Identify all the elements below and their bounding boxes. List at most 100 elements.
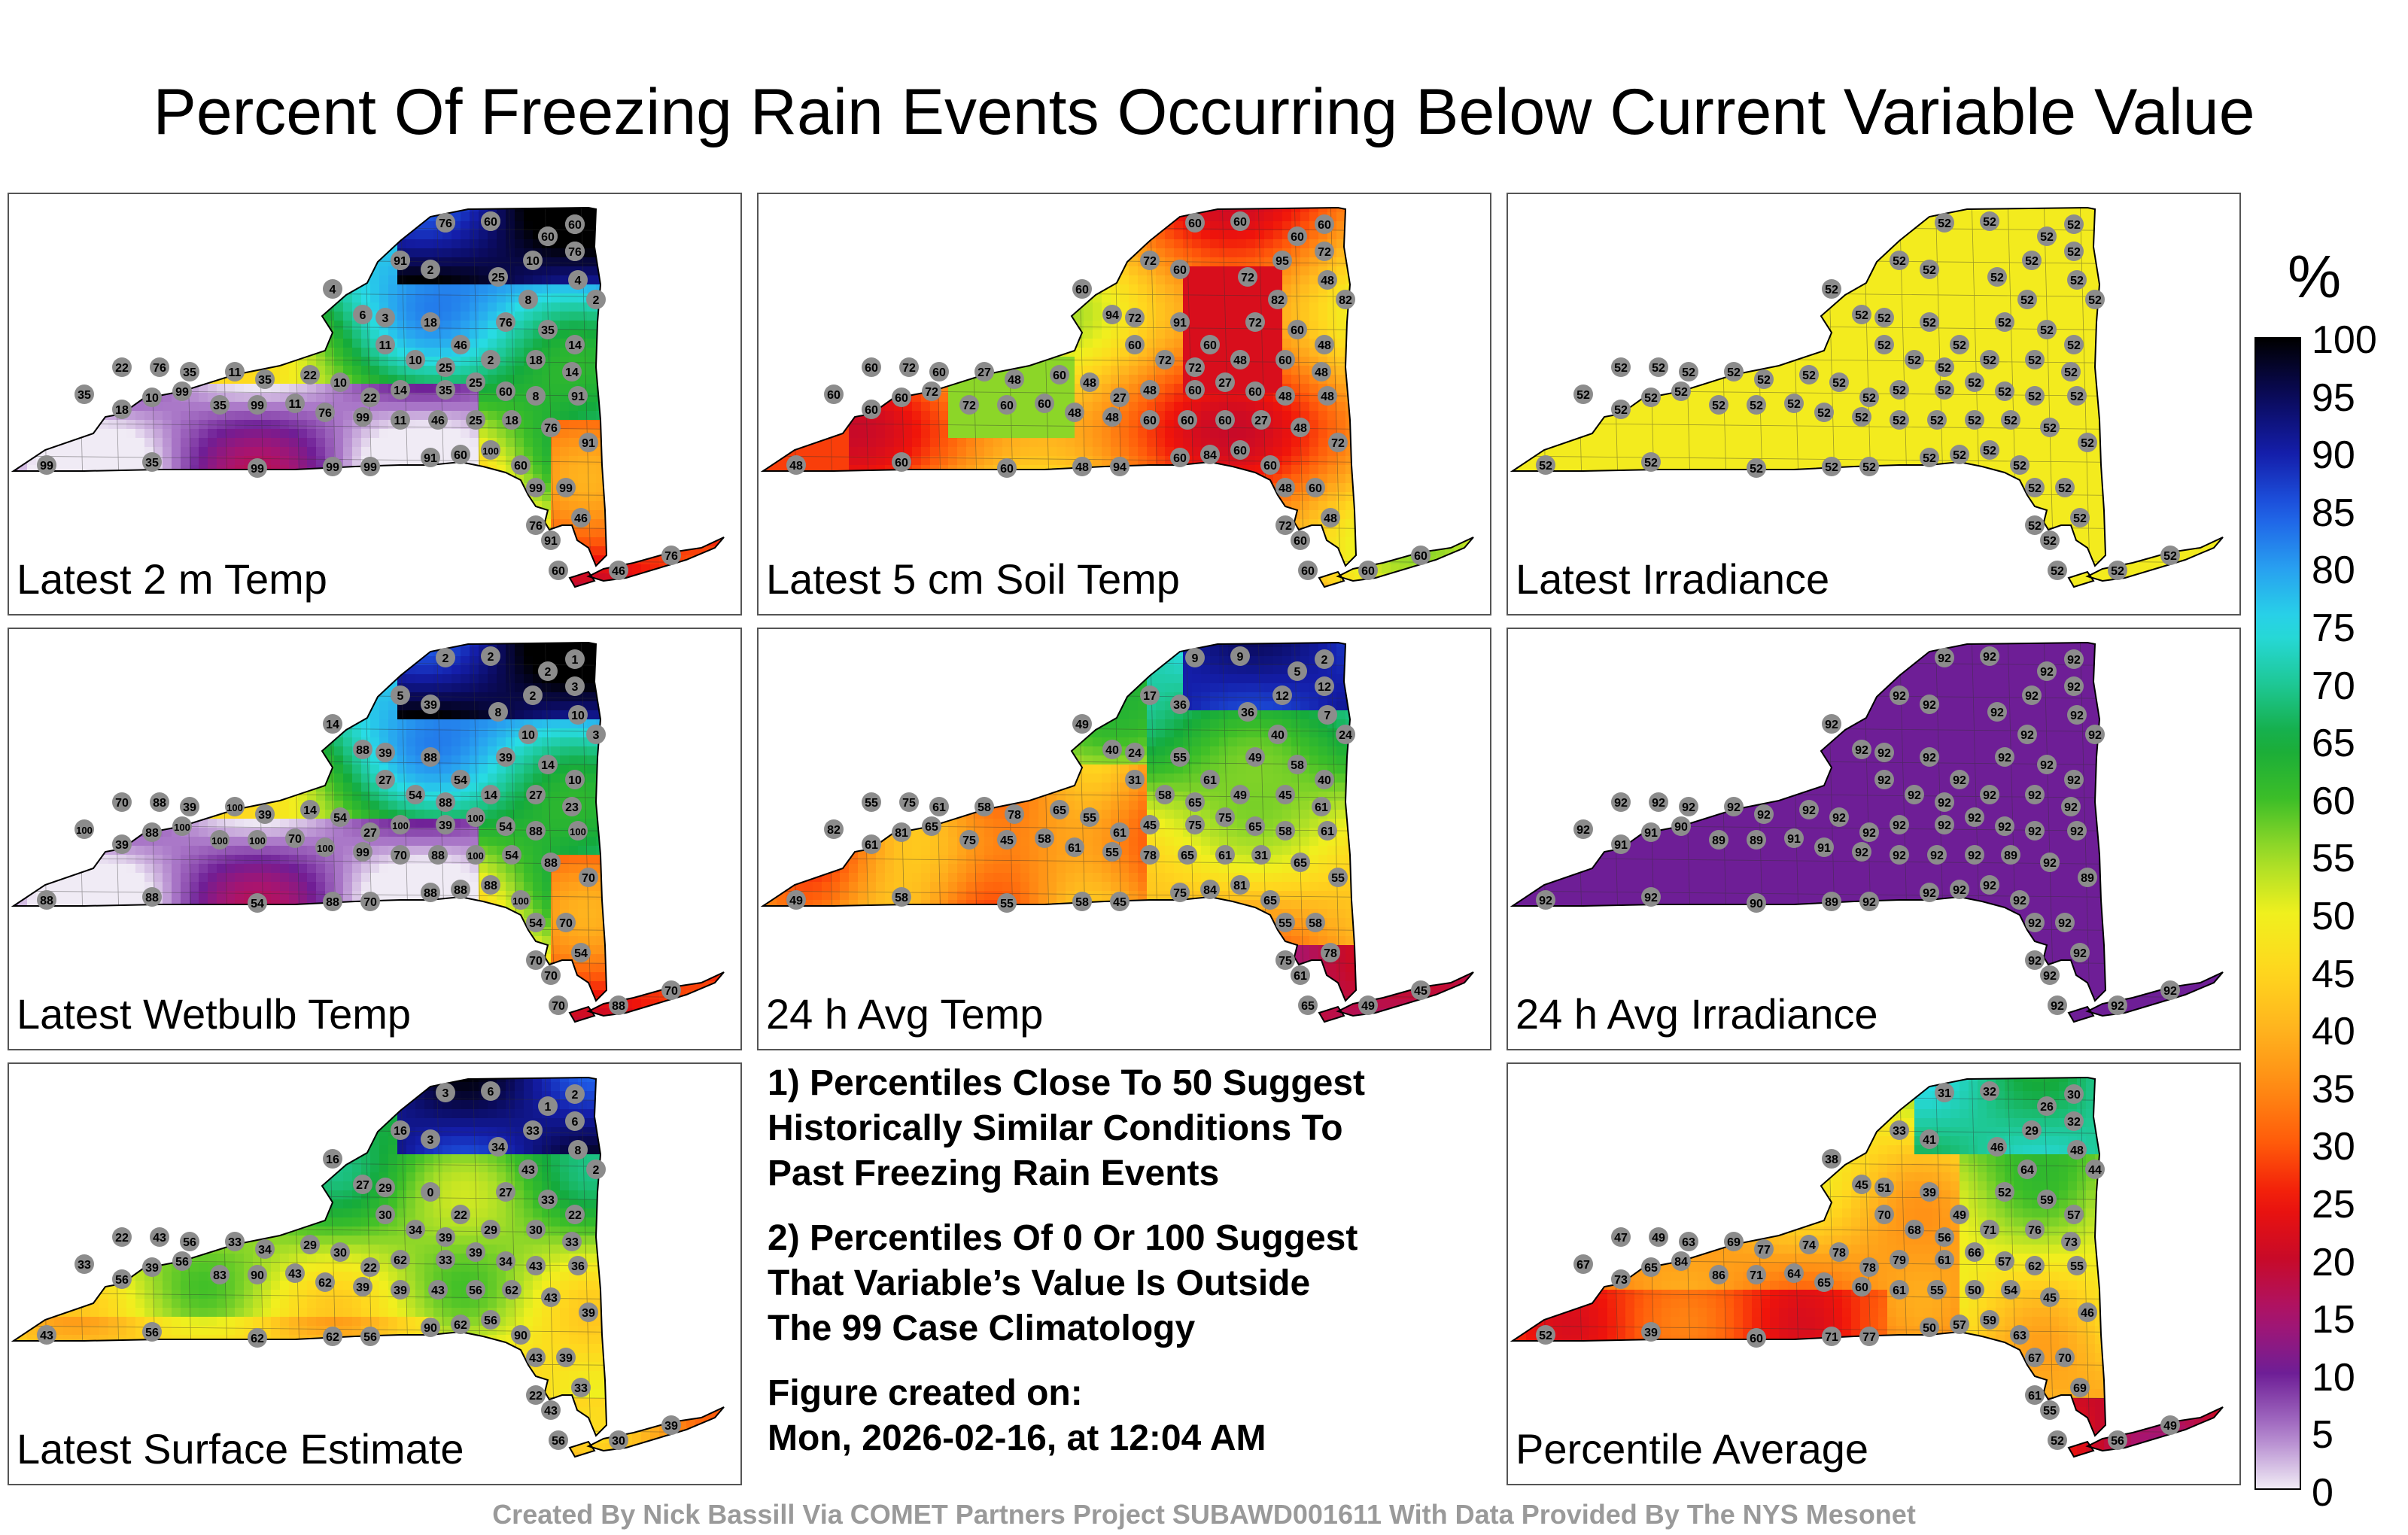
station-value: 92 xyxy=(2073,947,2087,960)
station-marker: 92 xyxy=(1995,747,2014,767)
station-dot xyxy=(142,388,162,407)
station-marker: 52 xyxy=(2025,478,2045,497)
station-value: 48 xyxy=(1321,275,1334,287)
station-value: 49 xyxy=(1233,789,1247,802)
station-dot xyxy=(1411,546,1431,565)
station-marker: 48 xyxy=(1080,372,1099,392)
station-marker: 76 xyxy=(150,357,169,377)
station-dot xyxy=(1874,1205,1894,1224)
station-value: 27 xyxy=(1254,415,1268,427)
station-marker: 52 xyxy=(2040,418,2060,437)
station-marker: 72 xyxy=(1245,312,1265,332)
panel-latest-surface-estimate: 3 6 2 1 6 16 3 33 8 2 16 27 34 43 29 0 22 27 33 22 30 34 39 29 3… xyxy=(8,1062,742,1485)
station-marker: 48 xyxy=(1291,418,1310,437)
station-marker: 92 xyxy=(1905,785,1924,804)
station-dot xyxy=(1950,335,1969,354)
station-dot xyxy=(1905,350,1924,369)
station-value: 67 xyxy=(1576,1259,1590,1272)
station-dot xyxy=(541,530,561,550)
station-dot xyxy=(1611,834,1631,854)
station-value: 62 xyxy=(318,1277,332,1290)
station-dot xyxy=(1874,308,1894,327)
station-dot xyxy=(518,290,538,309)
station-value: 48 xyxy=(1233,354,1247,367)
station-marker: 32 xyxy=(1980,1081,1999,1101)
station-dot xyxy=(2037,226,2057,246)
station-marker: 60 xyxy=(1298,561,1318,580)
station-value: 92 xyxy=(1893,690,1906,703)
station-dot xyxy=(451,880,470,899)
station-dot xyxy=(375,1205,395,1224)
station-value: 60 xyxy=(1053,369,1066,382)
station-value: 60 xyxy=(1000,463,1014,476)
station-dot xyxy=(2067,270,2087,290)
station-marker: 52 xyxy=(1905,350,1924,369)
station-value: 86 xyxy=(1712,1269,1725,1282)
station-marker: 79 xyxy=(1890,1250,1909,1269)
station-marker: 92 xyxy=(2064,676,2084,696)
station-value: 60 xyxy=(1309,482,1322,495)
station-value: 65 xyxy=(1248,821,1262,834)
station-marker: 10 xyxy=(330,372,350,392)
station-dot xyxy=(1709,1265,1728,1284)
station-marker: 39 xyxy=(556,1348,576,1367)
station-value: 64 xyxy=(2020,1164,2034,1177)
station-marker: 57 xyxy=(2064,1205,2084,1224)
station-marker: 22 xyxy=(451,1205,470,1224)
station-marker: 92 xyxy=(1724,797,1744,816)
station-value: 60 xyxy=(499,386,512,399)
station-marker: 92 xyxy=(2037,755,2057,774)
station-value: 60 xyxy=(1128,339,1142,352)
station-dot xyxy=(1641,822,1661,842)
station-marker: 29 xyxy=(2022,1120,2042,1140)
colorbar-tick-label: 0 xyxy=(2312,1473,2334,1512)
station-marker: 65 xyxy=(1245,816,1265,836)
station-marker: 70 xyxy=(2055,1348,2075,1367)
station-marker: 36 xyxy=(568,1256,588,1275)
station-marker: 52 xyxy=(1874,308,1894,327)
station-value: 52 xyxy=(1983,354,1996,367)
station-value: 8 xyxy=(495,707,502,719)
created-date: Mon, 2026-02-16, at 12:04 AM xyxy=(768,1416,1475,1461)
station-dot xyxy=(892,452,911,472)
station-marker: 65 xyxy=(1178,845,1197,865)
panel-label: Latest 5 cm Soil Temp xyxy=(766,555,1180,603)
station-marker: 92 xyxy=(2055,913,2075,932)
station-dot xyxy=(1920,1182,1939,1202)
station-dot xyxy=(1573,385,1593,404)
station-dot xyxy=(2022,1120,2042,1140)
station-value: 65 xyxy=(925,821,938,834)
station-dot xyxy=(1784,394,1804,413)
station-value: 29 xyxy=(379,1182,392,1195)
station-value: 61 xyxy=(932,801,946,814)
station-value: 49 xyxy=(1075,719,1089,731)
note-2-line: 2) Percentiles Of 0 Or 100 Suggest xyxy=(768,1216,1475,1261)
station-marker: 100 xyxy=(466,807,485,827)
station-value: 91 xyxy=(424,452,437,465)
station-value: 43 xyxy=(529,1260,543,1273)
station-marker: 100 xyxy=(248,830,267,850)
station-value: 52 xyxy=(2067,339,2081,352)
station-marker: 52 xyxy=(1747,395,1766,415)
station-dot xyxy=(2001,410,2020,430)
station-dot xyxy=(526,1348,546,1367)
station-marker: 92 xyxy=(1754,804,1774,824)
station-value: 100 xyxy=(227,802,243,813)
station-marker: 69 xyxy=(2070,1378,2090,1397)
station-marker: 43 xyxy=(428,1280,448,1299)
station-marker: 99 xyxy=(248,458,267,478)
station-dot xyxy=(391,410,410,430)
station-marker: 2 xyxy=(538,661,558,681)
station-dot xyxy=(300,800,320,819)
station-marker: 6 xyxy=(481,1081,500,1101)
station-marker: 49 xyxy=(1649,1227,1668,1247)
station-dot xyxy=(1318,821,1337,840)
station-marker: 14 xyxy=(565,335,585,354)
station-marker: 2 xyxy=(1315,649,1334,669)
station-marker: 99 xyxy=(353,407,372,427)
station-marker: 88 xyxy=(526,821,546,840)
station-dot xyxy=(496,816,515,836)
station-dot xyxy=(375,770,395,789)
station-marker: 58 xyxy=(1275,821,1295,840)
station-marker: 52 xyxy=(2025,350,2045,369)
